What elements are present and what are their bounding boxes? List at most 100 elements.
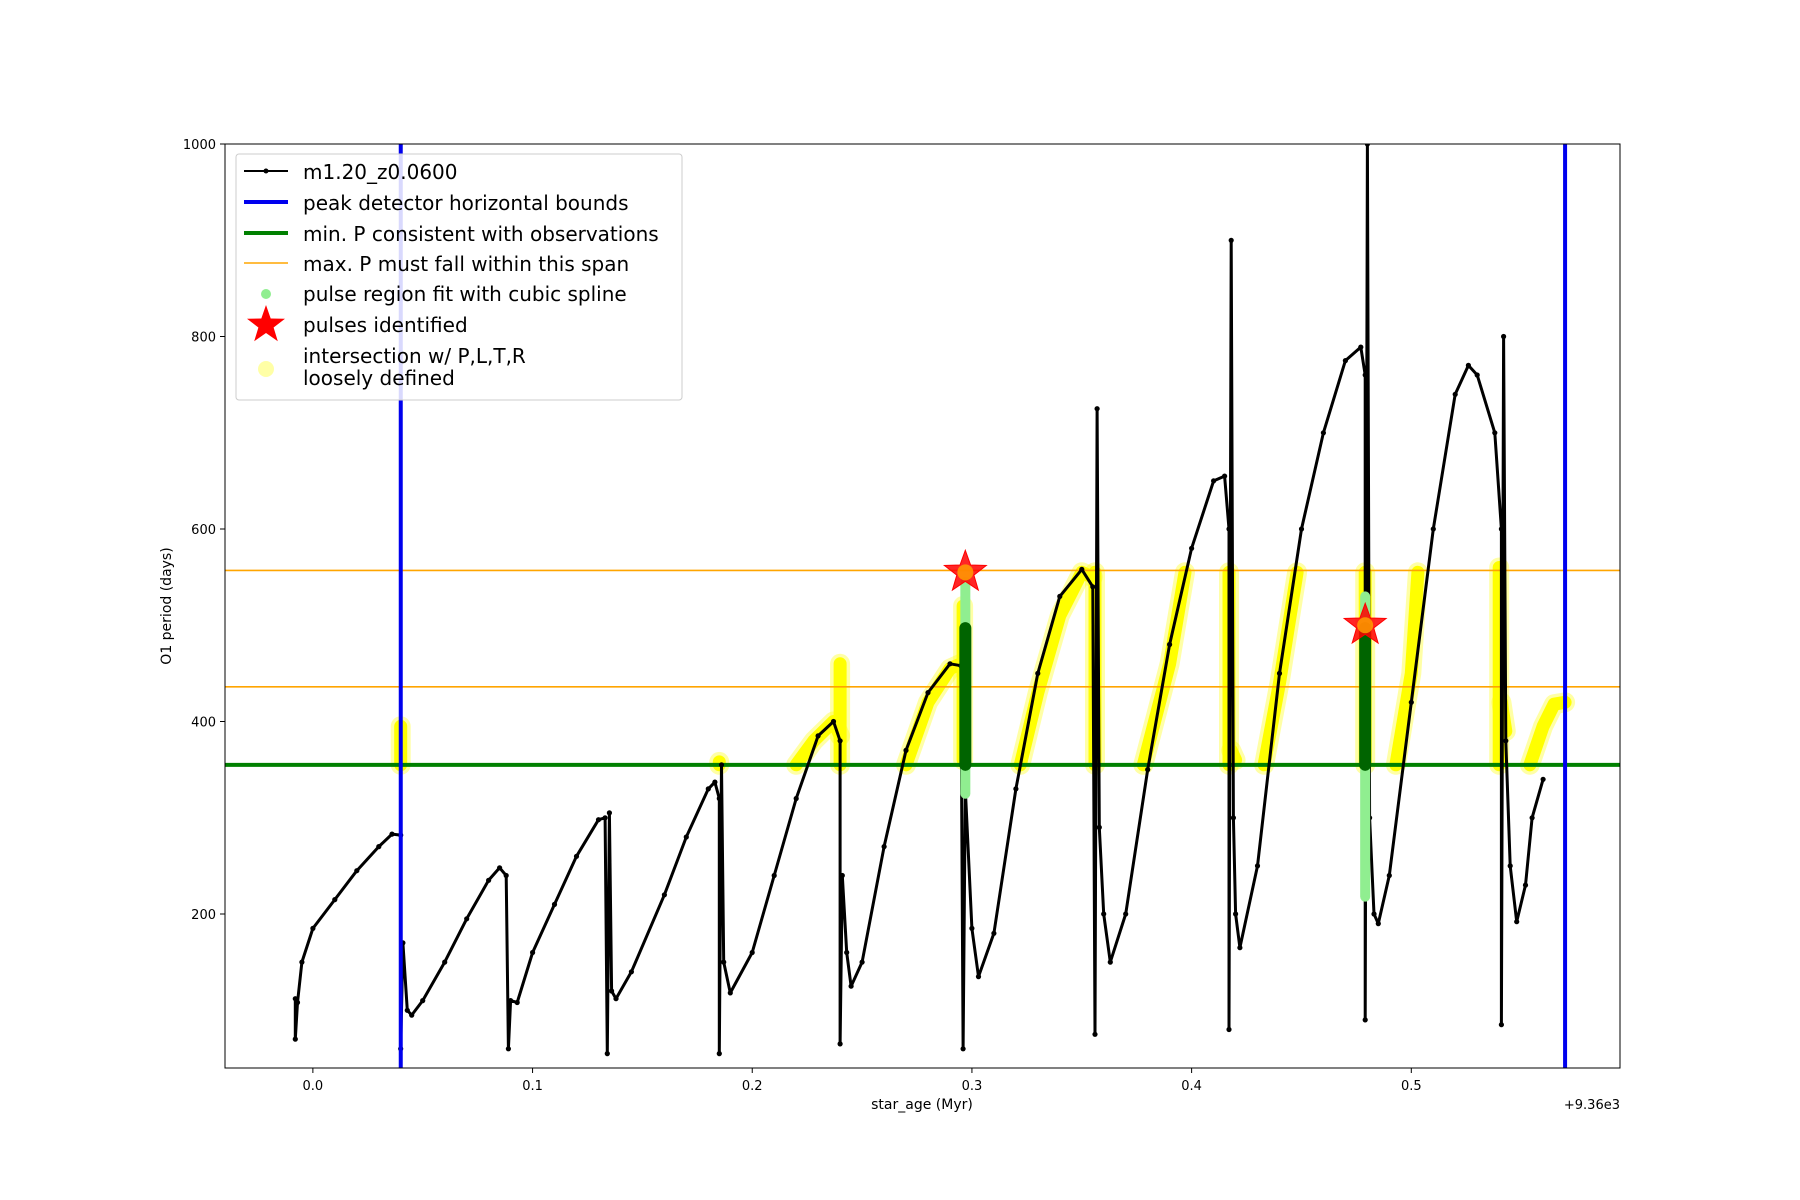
track-point [604,1051,610,1057]
legend-marker-track-point [263,168,269,174]
track-point [1226,1026,1232,1033]
track-point [1362,372,1368,378]
track-point [683,834,689,840]
pulse-center [1357,617,1374,634]
track-point [1233,911,1239,917]
track-point [1276,670,1283,677]
track-point [716,795,722,802]
x-axis-label: star_age (Myr) [871,1097,973,1113]
track-point [1237,945,1243,951]
track-point [299,959,305,965]
track-point [573,853,580,859]
track-point [727,990,733,996]
legend-marker-loose [258,361,274,377]
track-point [354,868,360,874]
track-point [1226,526,1232,532]
track-point [376,844,382,850]
track-point [839,872,845,879]
track-point [716,1051,722,1057]
track-point [1096,824,1102,831]
track-point [975,974,982,980]
track-point [420,998,426,1004]
track-point [1364,144,1370,147]
track-point [602,815,608,821]
track-point [1230,815,1236,821]
track-point [1228,237,1234,243]
track-point [1492,430,1498,436]
loose-intersection [1389,565,1425,772]
track-point [1529,815,1535,821]
x-tick-label: 0.3 [962,1079,983,1094]
track-point [1107,959,1113,965]
track-point [1465,362,1471,368]
x-tick-label: 0.2 [742,1079,763,1094]
y-tick-label: 600 [191,523,216,538]
x-tick-label: 0.4 [1181,1079,1202,1094]
track-point [1079,566,1085,573]
track-point [1507,863,1513,869]
track-point [530,949,536,956]
track-point [947,661,953,667]
track-point [661,892,668,898]
track-point [1211,478,1217,484]
track-point [551,901,558,908]
track-point [1057,593,1063,600]
track-point [925,690,931,696]
legend-entry-track: m1.20_z0.0600 [303,160,458,184]
track-point [848,983,854,989]
track-point [881,844,887,850]
legend-entry-pulses: pulses identified [303,313,468,337]
track-point [404,1007,410,1013]
track-point [1222,473,1228,479]
track-point [815,733,821,739]
track-point [628,969,635,975]
track-point [903,747,909,754]
legend-entry-bounds: peak detector horizontal bounds [303,191,629,215]
track-point [609,988,615,994]
legend-entry-max-p: max. P must fall within this span [303,252,629,276]
track-point [1342,358,1348,364]
track-point [1035,670,1041,677]
track-point [409,1012,415,1018]
track-point [1540,776,1546,782]
y-axis-label: O1 period (days) [159,547,175,664]
legend-marker-pulse [247,305,285,342]
track-point [721,959,727,965]
track-point [960,1046,966,1052]
track-point [1501,333,1507,340]
track-point [613,996,619,1002]
x-offset-label: +9.36e3 [1564,1098,1620,1113]
track-point [1092,1031,1098,1037]
track-point [292,996,298,1002]
legend-marker-spline [261,289,271,299]
y-tick-label: 200 [191,908,216,923]
track-point [508,998,514,1004]
y-tick-label: 800 [191,331,216,346]
track-point [442,959,448,965]
track-point [389,831,395,837]
track-point [1503,738,1509,744]
track-point [1094,406,1100,412]
track-point [1123,911,1129,917]
legend: m1.20_z0.0600 peak detector horizontal b… [235,153,683,401]
track-point [1408,699,1414,705]
track-point [1358,344,1364,350]
track-point [969,925,975,932]
track-point [1371,911,1377,917]
legend-frame [235,153,683,401]
track-point [844,949,850,956]
track-point [1498,1022,1504,1028]
legend-entry-min-p: min. P consistent with observations [303,222,659,246]
track-point [505,1046,511,1052]
track-point [1320,430,1326,436]
track-point [837,1041,843,1047]
track-point [771,872,777,879]
legend-entry-loose-line1: intersection w/ P,L,T,R [303,344,526,368]
track-point [1254,863,1261,869]
track-point [712,779,718,785]
track-point [503,872,509,879]
track-point [1452,391,1458,397]
x-tick-label: 0.0 [303,1079,324,1094]
track-point [1386,872,1392,879]
